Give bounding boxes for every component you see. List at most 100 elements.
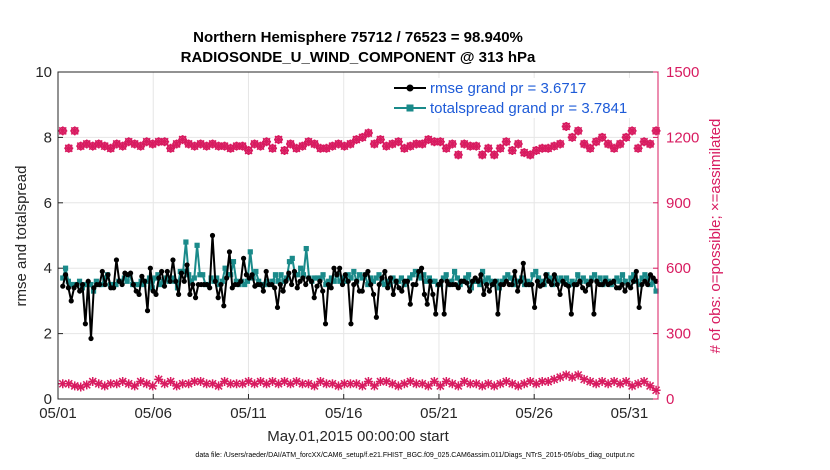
totalspread-marker	[619, 272, 626, 278]
obs-assimilated-marker	[303, 379, 313, 389]
totalspread-marker	[295, 272, 301, 278]
totalspread-marker	[317, 275, 323, 281]
obs-assimilated-marker	[136, 141, 146, 151]
obs-assimilated-marker	[555, 139, 565, 149]
obs-assimilated-marker	[70, 126, 80, 136]
obs-assimilated-marker	[280, 145, 290, 155]
obs-assimilated-marker	[226, 379, 236, 389]
rmse-marker	[317, 278, 323, 284]
totalspread-marker	[647, 281, 654, 288]
x-tick-label: 05/11	[230, 405, 266, 422]
totalspread-marker	[440, 275, 446, 281]
totalspread-marker	[135, 281, 141, 288]
totalspread-marker	[71, 281, 77, 288]
totalspread-marker	[197, 272, 203, 278]
y-tick-label-left: 0	[44, 391, 52, 408]
totalspread-marker	[575, 272, 581, 278]
obs-assimilated-marker	[537, 377, 547, 387]
obs-assimilated-marker	[453, 381, 463, 391]
obs-assimilated-marker	[597, 377, 607, 387]
rmse-marker	[509, 281, 515, 288]
rmse-marker	[105, 272, 111, 278]
obs-assimilated-marker	[357, 381, 367, 391]
obs-assimilated-marker	[477, 150, 487, 160]
obs-assimilated-marker	[375, 135, 385, 145]
totalspread-marker	[272, 272, 279, 278]
totalspread-marker	[382, 281, 388, 288]
obs-assimilated-marker	[130, 139, 140, 149]
obs-assimilated-marker	[561, 122, 571, 131]
totalspread-marker	[418, 275, 424, 281]
totalspread-marker	[614, 275, 620, 281]
obs-assimilated-marker	[495, 143, 505, 153]
rmse-marker	[289, 281, 295, 288]
rmse-marker	[532, 304, 538, 311]
totalspread-marker	[233, 278, 239, 284]
totalspread-marker	[230, 259, 237, 265]
rmse-marker	[492, 278, 498, 284]
rmse-marker	[320, 288, 326, 294]
obs-assimilated-marker	[435, 137, 445, 147]
totalspread-marker	[200, 272, 206, 278]
totalspread-marker	[275, 278, 281, 284]
obs-assimilated-marker	[136, 377, 146, 387]
obs-assimilated-marker	[573, 126, 583, 136]
totalspread-marker	[597, 275, 603, 281]
totalspread-marker	[247, 249, 253, 255]
obs-assimilated-marker	[202, 141, 212, 151]
obs-assimilated-marker	[208, 379, 218, 389]
rmse-marker	[548, 281, 555, 288]
rmse-marker	[529, 281, 535, 288]
rmse-marker	[272, 285, 278, 291]
totalspread-marker	[188, 278, 195, 284]
totalspread-marker	[589, 275, 595, 281]
obs-assimilated-marker	[118, 141, 128, 151]
obs-assimilated-marker	[573, 370, 583, 380]
x-tick-label: 05/16	[325, 405, 363, 422]
obs-assimilated-marker	[250, 139, 260, 149]
totalspread-marker	[639, 275, 645, 281]
obs-assimilated-marker	[483, 143, 493, 153]
obs-assimilated-marker	[274, 135, 284, 145]
rmse-marker	[178, 270, 185, 276]
obs-assimilated-marker	[106, 379, 116, 389]
obs-assimilated-marker	[94, 139, 104, 149]
rmse-marker	[280, 288, 286, 294]
obs-assimilated-marker	[531, 379, 541, 389]
obs-assimilated-marker	[184, 139, 194, 149]
obs-assimilated-marker	[58, 126, 68, 136]
obs-assimilated-marker	[244, 377, 254, 387]
rmse-marker	[551, 272, 557, 278]
obs-assimilated-marker	[399, 379, 409, 389]
rmse-marker	[568, 311, 574, 317]
rmse-marker	[300, 275, 306, 281]
obs-assimilated-marker	[513, 381, 523, 391]
rmse-marker	[557, 291, 563, 297]
rmse-marker	[433, 311, 439, 317]
obs-assimilated-marker	[561, 370, 571, 380]
totalspread-marker	[370, 278, 377, 284]
totalspread-marker	[65, 278, 71, 284]
rmse-marker	[212, 278, 218, 284]
totalspread-marker	[337, 278, 343, 284]
y-tick-label-right: 0	[666, 391, 674, 408]
rmse-marker	[226, 249, 233, 255]
rmse-marker	[622, 288, 628, 294]
totalspread-marker	[465, 272, 472, 278]
obs-assimilated-marker	[256, 141, 266, 151]
rmse-marker	[517, 278, 524, 284]
obs-assimilated-marker	[447, 379, 457, 389]
obs-assimilated-marker	[645, 139, 655, 149]
obs-assimilated-marker	[639, 377, 649, 387]
totalspread-marker	[351, 268, 357, 275]
totalspread-marker	[345, 272, 351, 278]
obs-assimilated-marker	[100, 141, 110, 151]
obs-assimilated-marker	[160, 137, 170, 147]
obs-assimilated-marker	[399, 143, 409, 153]
obs-assimilated-marker	[651, 385, 661, 395]
rmse-marker	[543, 272, 549, 278]
totalspread-marker	[82, 281, 88, 288]
totalspread-marker	[499, 278, 505, 284]
obs-assimilated-marker	[274, 379, 284, 389]
